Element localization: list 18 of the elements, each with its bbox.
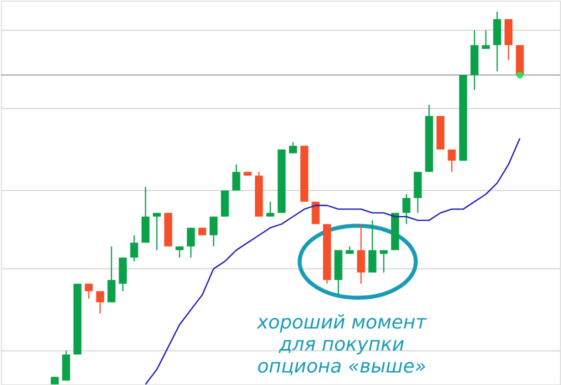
candlestick bbox=[288, 141, 297, 154]
candlestick bbox=[380, 250, 388, 274]
annotation: хороший момент для покупки опциона «выше» bbox=[256, 312, 428, 378]
candlestick bbox=[130, 234, 138, 262]
candlestick bbox=[482, 30, 490, 50]
candlestick bbox=[402, 194, 410, 225]
candlestick bbox=[107, 246, 116, 303]
candlestick bbox=[266, 201, 274, 218]
candlestick bbox=[232, 164, 240, 192]
candlestick bbox=[84, 283, 93, 300]
candlestick bbox=[152, 212, 161, 251]
candlestick bbox=[357, 223, 366, 284]
candlestick bbox=[96, 290, 104, 314]
candlestick bbox=[186, 227, 195, 258]
candlestick bbox=[210, 216, 218, 248]
candlestick bbox=[448, 148, 456, 172]
candlestick bbox=[312, 201, 320, 225]
candlestick bbox=[368, 220, 376, 274]
